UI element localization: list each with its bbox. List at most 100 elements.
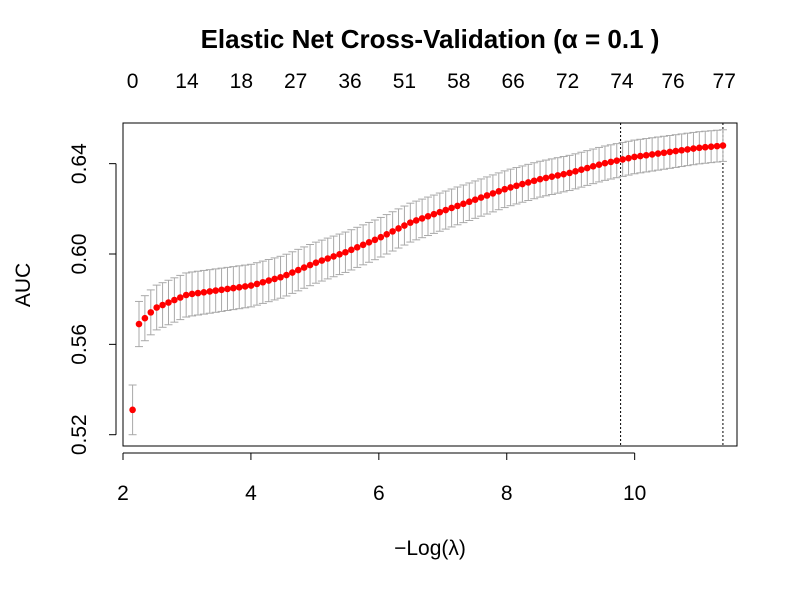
data-point [200, 288, 208, 296]
data-point [383, 230, 391, 238]
data-point [701, 143, 709, 151]
x-axis-label: −Log(λ) [394, 537, 466, 560]
data-point [678, 146, 685, 154]
y-tick-label: 0.64 [68, 143, 91, 184]
error-bars [128, 129, 727, 436]
x-tick-label: 8 [501, 482, 513, 505]
data-point [312, 259, 320, 266]
y-tick-label: 0.52 [68, 414, 91, 455]
data-point [412, 217, 420, 224]
y-axis: 0.52 0.56 0.60 0.64 [68, 143, 117, 455]
data-point [395, 225, 402, 232]
data-point [430, 210, 438, 218]
data-point [637, 152, 644, 160]
data-points [129, 142, 727, 414]
data-point [483, 192, 491, 199]
data-point [631, 153, 638, 161]
top-tick-label: 77 [713, 70, 736, 93]
data-point [235, 283, 243, 291]
top-tick-label: 76 [661, 70, 684, 93]
data-point [501, 185, 508, 193]
data-point [495, 188, 503, 195]
data-point [147, 309, 155, 316]
data-point [206, 288, 214, 295]
top-tick-label: 58 [447, 70, 470, 93]
data-point [188, 290, 196, 298]
chart-title: Elastic Net Cross-Validation (α = 0.1 ) [201, 24, 660, 54]
data-point [418, 215, 426, 222]
top-tick-label: 18 [230, 70, 253, 93]
data-point [271, 275, 278, 283]
data-point [583, 164, 591, 172]
data-point [696, 144, 703, 152]
data-point [277, 273, 284, 281]
data-point [359, 241, 367, 249]
data-point [607, 158, 615, 166]
data-point [513, 182, 520, 190]
data-point [560, 170, 567, 178]
top-tick-label: 66 [501, 70, 524, 93]
data-point [259, 278, 267, 286]
data-point [265, 277, 273, 284]
data-point [595, 161, 603, 168]
data-point [690, 145, 697, 152]
data-point [554, 172, 562, 179]
x-tick-label: 4 [245, 482, 257, 505]
data-point [536, 175, 544, 183]
data-point [407, 219, 414, 226]
data-point [613, 157, 621, 164]
data-point [589, 163, 597, 170]
data-point [294, 266, 302, 274]
data-point [524, 179, 532, 186]
data-point [247, 282, 255, 289]
data-point [625, 154, 632, 162]
data-point [377, 233, 385, 241]
data-point [713, 142, 721, 150]
data-point [318, 257, 326, 264]
data-point [176, 294, 184, 301]
data-point [300, 264, 308, 271]
data-point [283, 271, 290, 279]
data-point [666, 148, 674, 156]
data-point [230, 284, 237, 292]
data-point [353, 244, 361, 251]
data-point [141, 314, 149, 322]
data-point [289, 269, 296, 276]
data-point [159, 301, 166, 309]
data-point [578, 166, 585, 173]
x-tick-label: 6 [373, 482, 385, 505]
y-tick-label: 0.56 [68, 324, 91, 365]
data-point [342, 248, 349, 256]
data-point [465, 198, 473, 206]
data-point [460, 200, 467, 208]
top-tick-label: 27 [284, 70, 307, 93]
x-tick-label: 2 [117, 482, 129, 505]
data-point [324, 255, 332, 262]
data-point [642, 151, 650, 159]
data-point [601, 159, 609, 167]
data-point [660, 149, 668, 157]
data-point [365, 239, 373, 246]
y-axis-label: AUC [12, 263, 35, 307]
data-point [348, 246, 355, 254]
data-point [212, 287, 219, 294]
top-tick-label: 36 [338, 70, 361, 93]
data-point [218, 286, 225, 294]
data-point [371, 236, 379, 244]
data-point [542, 174, 550, 182]
reference-lines [620, 123, 724, 446]
data-point [253, 280, 261, 288]
data-point [129, 406, 136, 414]
data-point [507, 184, 514, 191]
x-axis: 2 4 6 8 10 [117, 452, 646, 505]
top-tick-label: 72 [556, 70, 579, 93]
x-tick-label: 10 [623, 482, 646, 505]
data-point [171, 296, 178, 304]
data-point [153, 304, 160, 311]
data-point [548, 173, 556, 180]
data-point [566, 169, 573, 177]
data-point [194, 289, 202, 297]
data-point [135, 320, 143, 328]
data-point [448, 204, 455, 212]
